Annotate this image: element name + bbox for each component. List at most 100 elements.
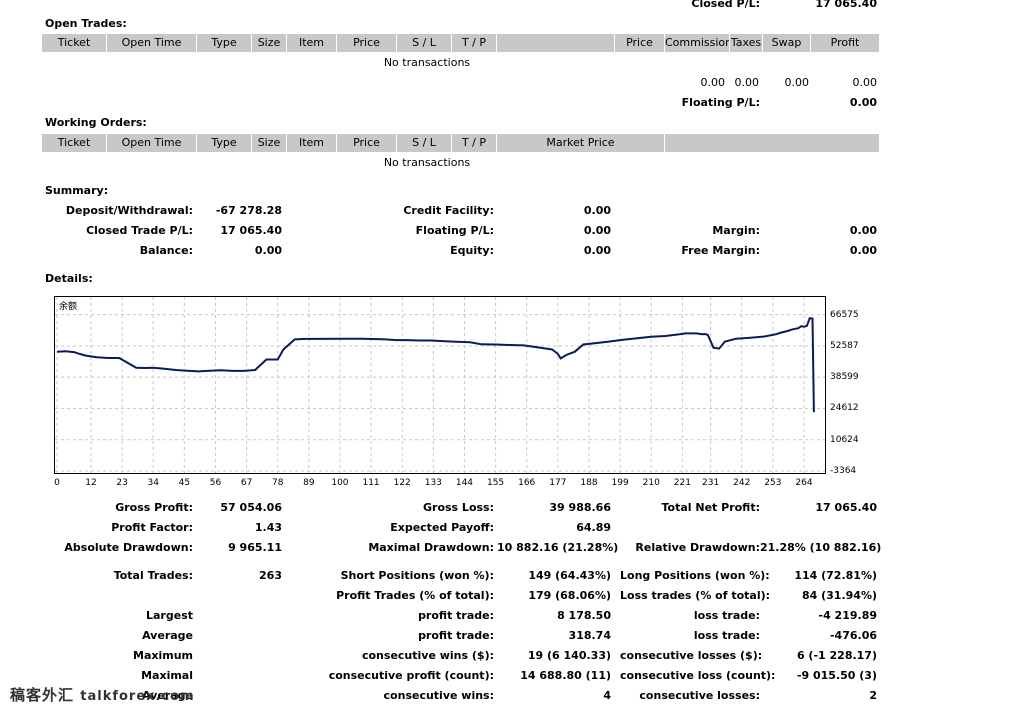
x-tick-label: 264 <box>795 478 813 488</box>
y-tick-label: 10624 <box>830 434 859 445</box>
gross-loss-label: Gross Loss: <box>423 501 494 514</box>
expected-payoff-label: Expected Payoff: <box>390 521 494 534</box>
x-tick-label: 23 <box>116 478 128 488</box>
average-profit-value: 318.74 <box>568 629 611 642</box>
col-ticket[interactable]: Ticket <box>42 34 107 52</box>
max-losses-label: consecutive losses ($): <box>620 649 763 662</box>
x-tick-label: 34 <box>147 478 159 488</box>
working-orders-header: Ticket Open Time Type Size Item Price S … <box>42 134 879 152</box>
y-tick-label: 66575 <box>830 309 859 320</box>
x-tick-label: 144 <box>455 478 474 488</box>
wo-col-type[interactable]: Type <box>197 134 252 152</box>
open-trades-floating-label: Floating P/L: <box>681 96 760 109</box>
col-price-2[interactable]: Price <box>615 34 665 52</box>
x-tick-label: 188 <box>580 478 598 488</box>
profit-factor-value: 1.43 <box>254 521 282 534</box>
wo-col-blank <box>665 134 879 152</box>
largest-loss-label: loss trade: <box>693 609 760 622</box>
avg-losses-value: 2 <box>869 689 877 702</box>
wo-col-sl[interactable]: S / L <box>397 134 452 152</box>
col-item[interactable]: Item <box>287 34 337 52</box>
largest-label: Largest <box>146 609 193 622</box>
average-profit-label: profit trade: <box>418 629 494 642</box>
wo-col-ticket[interactable]: Ticket <box>42 134 107 152</box>
col-open-time[interactable]: Open Time <box>107 34 197 52</box>
maximal-loss-value: -9 015.50 (3) <box>796 669 877 682</box>
col-blank <box>497 34 615 52</box>
abs-drawdown-value: 9 965.11 <box>228 541 282 554</box>
col-sl[interactable]: S / L <box>397 34 452 52</box>
closed-trade-value: 17 065.40 <box>220 224 282 237</box>
free-margin-label: Free Margin: <box>681 244 760 257</box>
wo-col-size[interactable]: Size <box>252 134 287 152</box>
wo-col-tp[interactable]: T / P <box>452 134 497 152</box>
average2-label: Average <box>142 689 193 702</box>
col-type[interactable]: Type <box>197 34 252 52</box>
wo-col-open-time[interactable]: Open Time <box>107 134 197 152</box>
max-wins-value: 19 (6 140.33) <box>527 649 611 662</box>
col-size[interactable]: Size <box>252 34 287 52</box>
x-tick-label: 210 <box>642 478 660 488</box>
x-tick-label: 221 <box>673 478 691 488</box>
open-trades-profit-total: 0.00 <box>852 76 878 89</box>
deposit-value: -67 278.28 <box>215 204 282 217</box>
y-tick-label: 52587 <box>830 340 859 351</box>
x-tick-label: 89 <box>303 478 315 488</box>
balance-label: Balance: <box>139 244 193 257</box>
largest-profit-label: profit trade: <box>418 609 494 622</box>
largest-profit-value: 8 178.50 <box>557 609 611 622</box>
maximal-profit-label: consecutive profit (count): <box>328 669 494 682</box>
x-tick-label: 242 <box>733 478 751 488</box>
x-tick-label: 155 <box>486 478 505 488</box>
max-drawdown-value: 10 882.16 (21.28%) <box>497 541 619 554</box>
col-taxes[interactable]: Taxes <box>730 34 763 52</box>
profit-factor-label: Profit Factor: <box>111 521 193 534</box>
free-margin-value: 0.00 <box>849 244 877 257</box>
y-tick-label: -3364 <box>830 466 857 476</box>
profit-trades-value: 179 (68.06%) <box>528 589 611 602</box>
margin-value: 0.00 <box>849 224 877 237</box>
long-positions-value: 114 (72.81%) <box>794 569 877 582</box>
x-tick-label: 56 <box>209 478 222 488</box>
short-positions-label: Short Positions (won %): <box>340 569 494 582</box>
total-net-label: Total Net Profit: <box>661 501 761 514</box>
col-swap[interactable]: Swap <box>763 34 811 52</box>
avg-losses-label: consecutive losses: <box>639 689 760 702</box>
expected-payoff-value: 64.89 <box>576 521 611 534</box>
wo-col-price[interactable]: Price <box>337 134 397 152</box>
col-tp[interactable]: T / P <box>452 34 497 52</box>
x-tick-label: 177 <box>549 478 567 488</box>
open-trades-empty: No transactions <box>383 56 471 69</box>
x-tick-label: 122 <box>393 478 411 488</box>
working-orders-empty: No transactions <box>383 156 471 169</box>
wo-col-item[interactable]: Item <box>287 134 337 152</box>
margin-label: Margin: <box>712 224 760 237</box>
open-trades-header: Ticket Open Time Type Size Item Price S … <box>42 34 879 52</box>
total-trades-value: 263 <box>259 569 282 582</box>
max-wins-label: consecutive wins ($): <box>361 649 494 662</box>
rel-drawdown-value: 21.28% (10 882.16) <box>760 541 882 554</box>
open-trades-title: Open Trades: <box>45 17 127 30</box>
closed-pl-top-value: 17 065.40 <box>815 0 877 10</box>
col-price[interactable]: Price <box>337 34 397 52</box>
wo-col-market-price[interactable]: Market Price <box>497 134 665 152</box>
gross-loss-value: 39 988.66 <box>549 501 611 514</box>
max-losses-value: 6 (-1 228.17) <box>796 649 877 662</box>
balance-value: 0.00 <box>254 244 282 257</box>
open-trades-floating-value: 0.00 <box>849 96 877 109</box>
watermark-logo: 稿客外汇 talkforex.com <box>10 684 195 705</box>
col-profit[interactable]: Profit <box>830 36 860 49</box>
balance-chart-plot <box>55 297 825 473</box>
x-tick-label: 231 <box>702 478 720 488</box>
col-commission[interactable]: Commission <box>665 34 730 52</box>
equity-value: 0.00 <box>583 244 611 257</box>
maximal-profit-value: 14 688.80 (11) <box>520 669 611 682</box>
x-tick-label: 0 <box>54 478 60 488</box>
working-orders-title: Working Orders: <box>45 116 147 129</box>
watermark-cn: 稿客外汇 <box>10 686 75 704</box>
loss-trades-value: 84 (31.94%) <box>801 589 877 602</box>
average-loss-value: -476.06 <box>829 629 877 642</box>
maximum-label: Maximum <box>133 649 193 662</box>
credit-value: 0.00 <box>583 204 611 217</box>
long-positions-label: Long Positions (won %): <box>620 569 770 582</box>
